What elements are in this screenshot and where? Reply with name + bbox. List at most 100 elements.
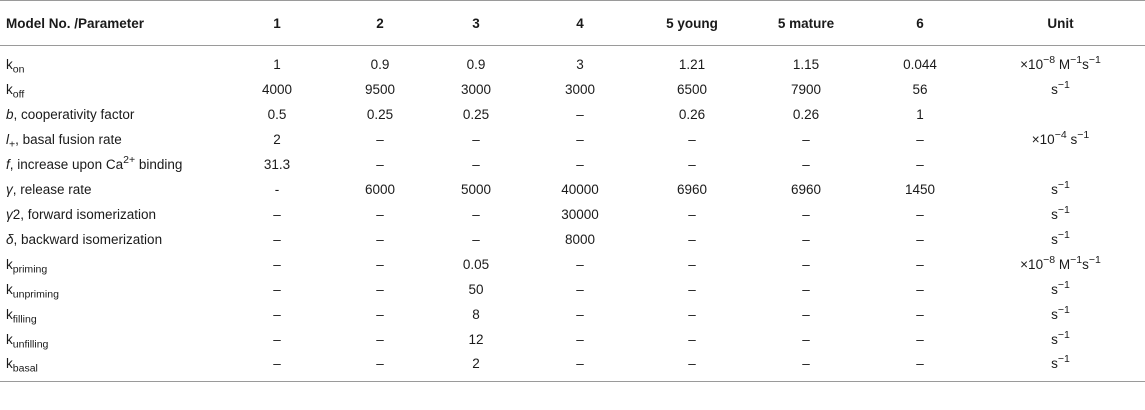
value-cell: – (802, 306, 810, 322)
unit-cell: s−1 (976, 351, 1145, 382)
param-cell: δ, backward isomerization (0, 227, 222, 252)
header-parameter: Model No. /Parameter (0, 0, 222, 46)
value-cell: – (688, 281, 696, 297)
value-cell: – (222, 351, 332, 382)
header-model-1: 1 (222, 0, 332, 46)
param-cell: kunpriming (0, 277, 222, 302)
param-cell: f, increase upon Ca2+ binding (0, 152, 222, 177)
value-cell: 6960 (790, 181, 822, 197)
param-symbol: k (6, 56, 13, 72)
param-description: , release rate (12, 181, 92, 197)
value-cell: – (688, 331, 696, 347)
value-cell: – (688, 231, 696, 247)
value-cell: – (802, 206, 810, 222)
value-cell: 2 (273, 131, 281, 147)
unit-cell: s−1 (1051, 228, 1070, 247)
param-subscript: unpriming (12, 288, 59, 301)
value-cell: 6000 (364, 181, 396, 197)
table-row: γ, release rate - 6000 5000 40000 6960 6… (0, 177, 1145, 202)
value-cell: – (472, 206, 480, 222)
value-cell: – (376, 331, 384, 347)
value-cell: 0.25 (366, 106, 394, 122)
unit-cell: ×10−8 M−1s−1 (1020, 53, 1101, 72)
value-cell: 7900 (790, 81, 822, 97)
param-subscript: priming (12, 263, 48, 276)
param-description: , backward isomerization (13, 231, 163, 247)
param-cell: kon (0, 46, 222, 77)
value-cell: 1450 (904, 181, 936, 197)
value-cell: – (376, 281, 384, 297)
value-cell: 0.5 (267, 106, 287, 122)
value-cell: 50 (468, 281, 484, 297)
value-cell: - (274, 181, 280, 197)
value-cell: – (576, 106, 584, 122)
value-cell: – (273, 306, 281, 322)
param-subscript: on (12, 63, 25, 76)
value-cell: – (916, 206, 924, 222)
value-cell: – (802, 281, 810, 297)
param-symbol: k (6, 81, 13, 97)
param-cell: kfilling (0, 302, 222, 327)
table-row: kunfilling – – 12 – – – – s−1 (0, 327, 1145, 352)
param-cell: b, cooperativity factor (0, 102, 222, 127)
value-cell: – (688, 156, 696, 172)
param-symbol: k (6, 331, 13, 347)
value-cell: – (376, 156, 384, 172)
param-cell: l+, basal fusion rate (0, 127, 222, 152)
value-cell: – (273, 206, 281, 222)
value-cell: 8 (472, 306, 480, 322)
value-cell: 0.9 (370, 56, 390, 72)
param-description: , increase upon Ca (9, 156, 124, 172)
param-subscript: off (12, 88, 25, 101)
param-cell: kpriming (0, 252, 222, 277)
value-cell: – (916, 156, 924, 172)
header-model-4: 4 (524, 0, 636, 46)
value-cell: – (376, 256, 384, 272)
value-cell: – (802, 231, 810, 247)
param-symbol: k (6, 281, 13, 297)
value-cell: 0.044 (903, 56, 937, 72)
param-description: binding (135, 156, 183, 172)
value-cell: 30000 (561, 206, 599, 222)
value-cell: 1 (916, 106, 924, 122)
table-body: kon 1 0.9 0.9 3 1.21 1.15 0.044 ×10−8 M−… (0, 46, 1145, 382)
table-header: Model No. /Parameter 1 2 3 4 5 young 5 m… (0, 0, 1145, 46)
param-symbol: k (6, 356, 13, 372)
param-subscript: unfilling (12, 338, 49, 351)
value-cell: 3000 (564, 81, 596, 97)
table-row: γ2, forward isomerization – – – 30000 – … (0, 202, 1145, 227)
value-cell: – (748, 351, 864, 382)
unit-cell: s−1 (1051, 203, 1070, 222)
param-symbol: δ (6, 231, 14, 247)
value-cell: – (576, 281, 584, 297)
value-cell: – (472, 156, 480, 172)
value-cell: – (273, 331, 281, 347)
unit-cell: s−1 (1051, 303, 1070, 322)
param-cell: γ2, forward isomerization (0, 202, 222, 227)
unit-cell: ×10−8 M−1s−1 (1020, 253, 1101, 272)
header-model-5-young: 5 young (636, 0, 748, 46)
value-cell: 3 (576, 56, 584, 72)
param-description: , cooperativity factor (13, 106, 135, 122)
unit-cell (976, 102, 1145, 127)
value-cell: – (802, 131, 810, 147)
value-cell: 8000 (564, 231, 596, 247)
table-row: koff 4000 9500 3000 3000 6500 7900 56 s−… (0, 77, 1145, 102)
value-cell: 3000 (460, 81, 492, 97)
header-model-5-mature: 5 mature (748, 0, 864, 46)
header-model-2: 2 (332, 0, 428, 46)
header-unit: Unit (976, 0, 1145, 46)
value-cell: – (916, 256, 924, 272)
param-symbol: f (6, 156, 10, 172)
value-cell: – (273, 281, 281, 297)
value-cell: – (472, 131, 480, 147)
value-cell: – (688, 131, 696, 147)
value-cell: 0.25 (462, 106, 490, 122)
param-description: , basal fusion rate (15, 131, 122, 147)
header-model-3: 3 (428, 0, 524, 46)
param-subscript: + (9, 138, 16, 151)
value-cell: – (273, 231, 281, 247)
value-cell: – (376, 231, 384, 247)
value-cell: – (802, 331, 810, 347)
value-cell: – (576, 131, 584, 147)
